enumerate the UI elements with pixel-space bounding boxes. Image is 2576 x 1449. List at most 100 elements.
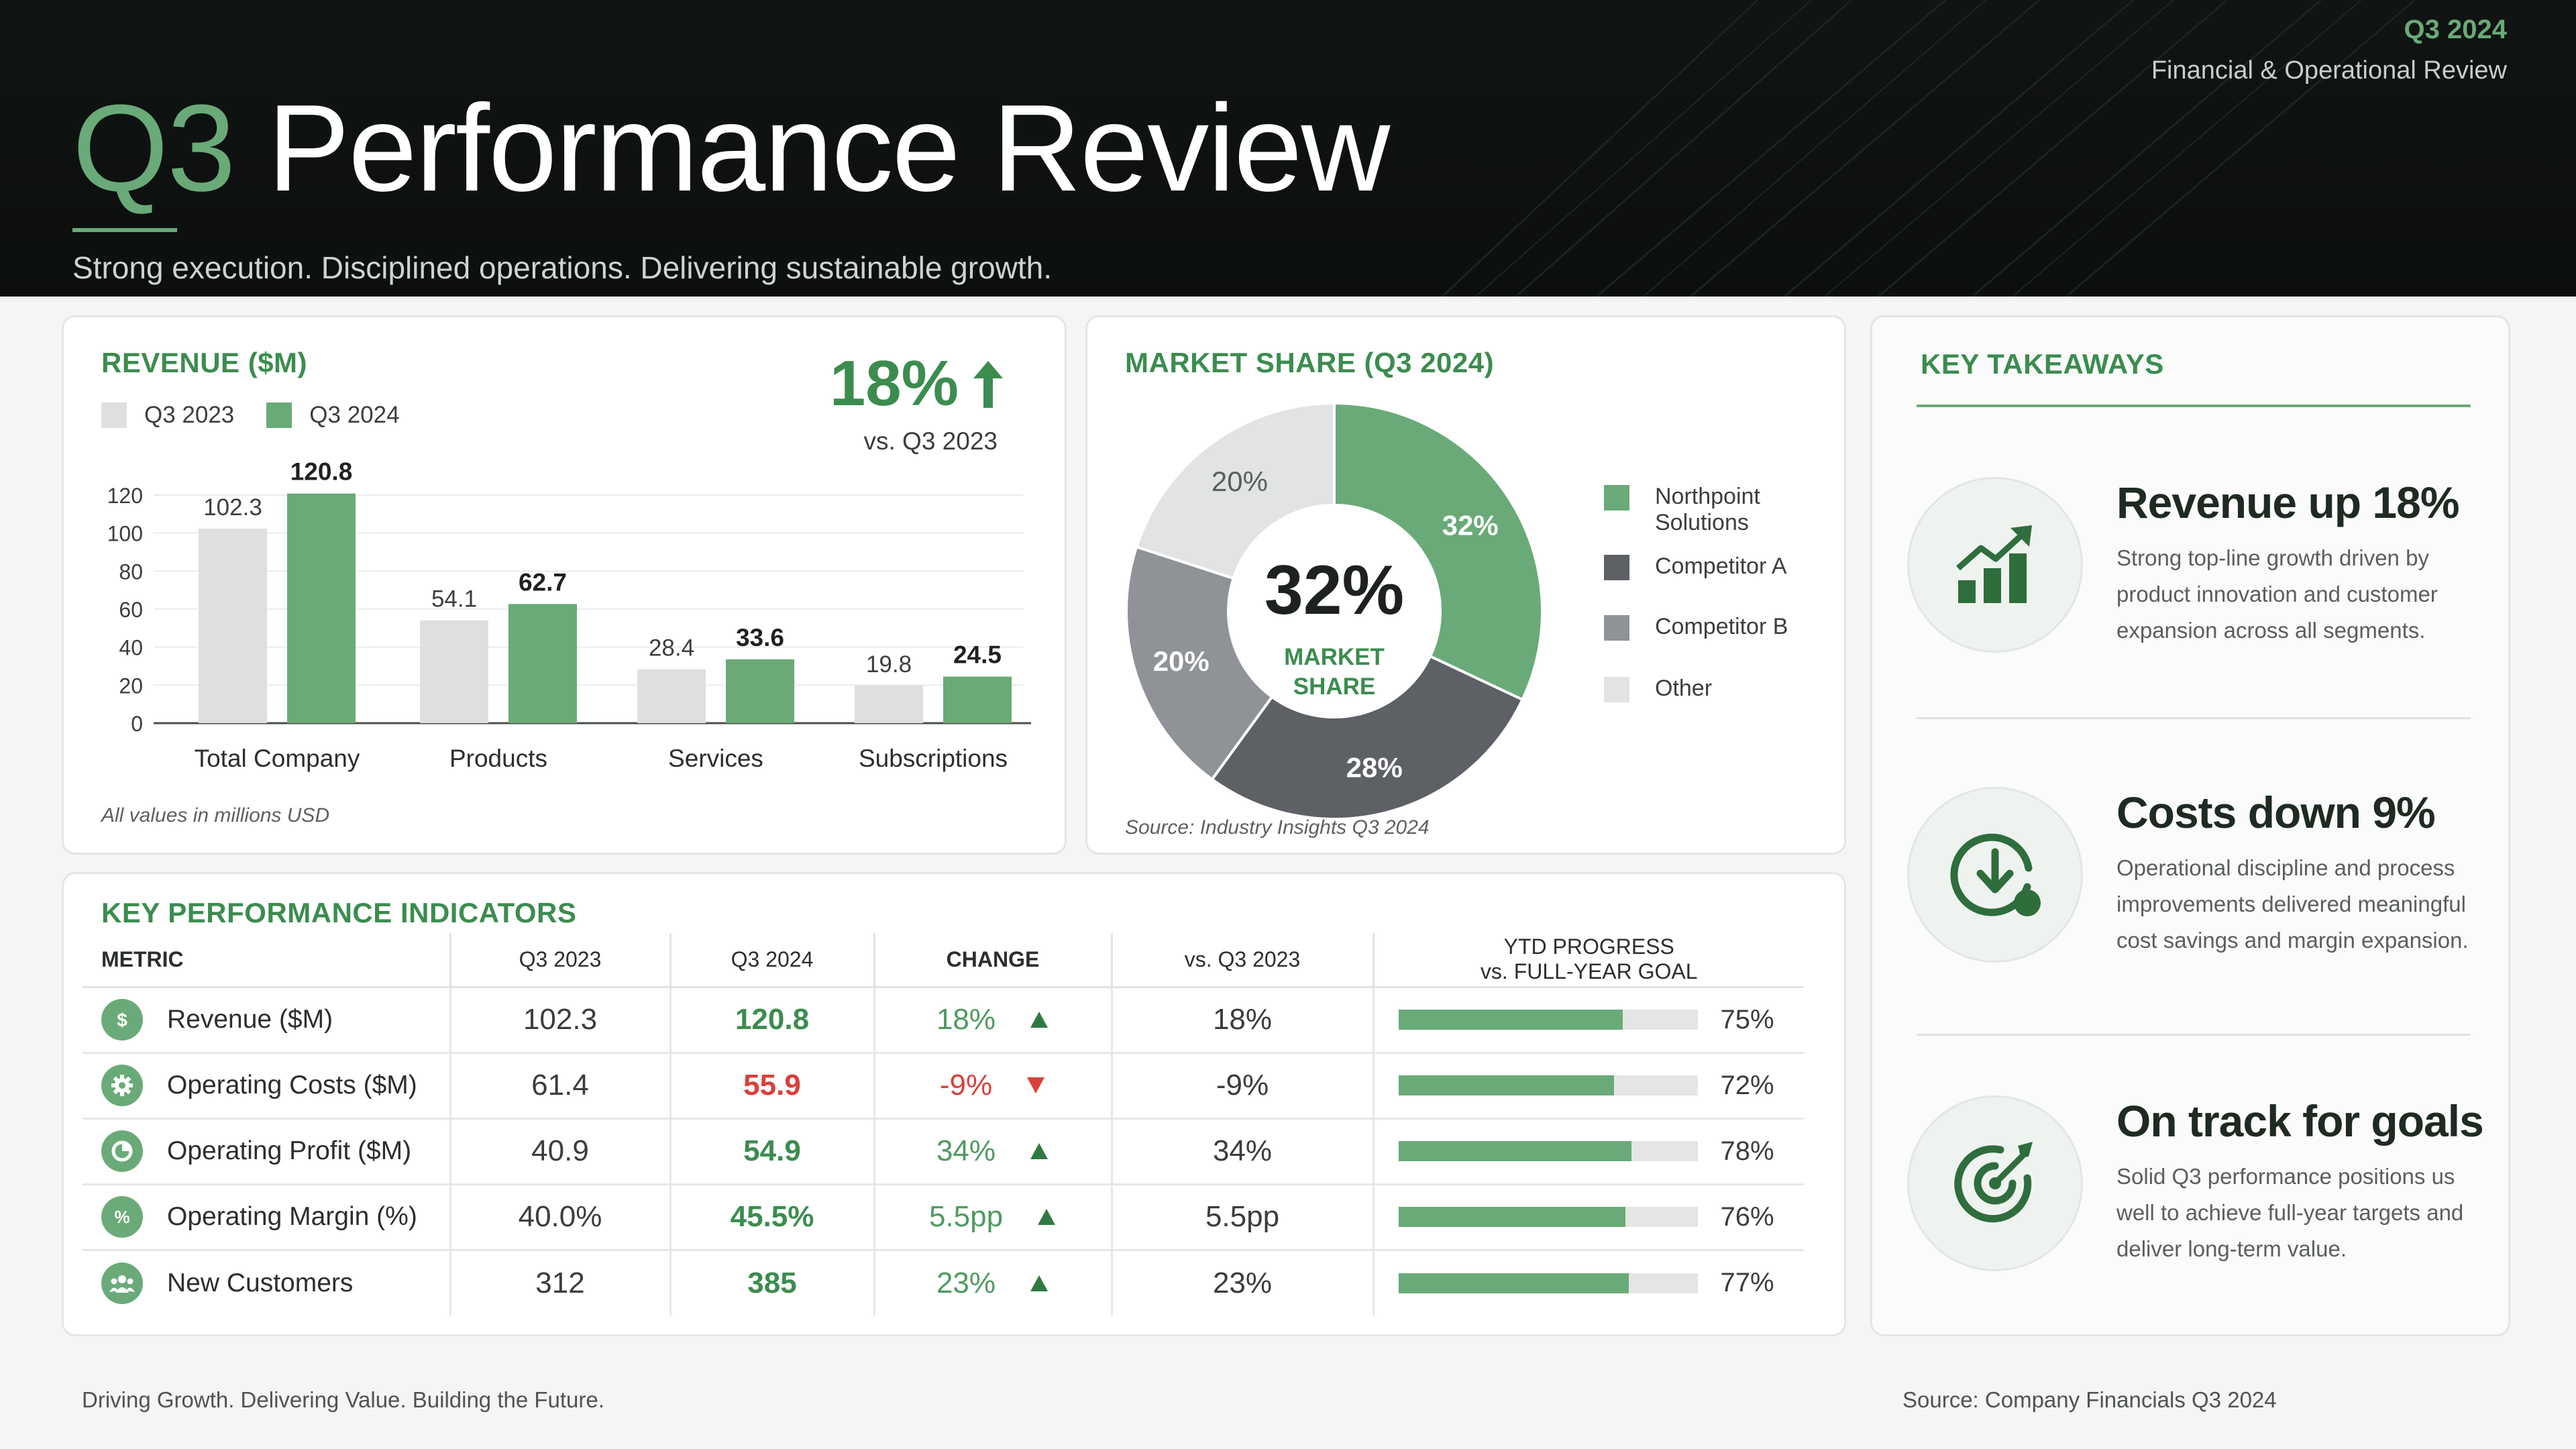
kpi-q3-2023-value: 40.0%: [449, 1184, 670, 1251]
legend-label: Q3 2023: [144, 402, 235, 428]
header-metric: METRIC: [83, 933, 450, 988]
revenue-growth-value: 18%: [829, 347, 959, 419]
kpi-ytd-cell: 77%: [1372, 1250, 1804, 1316]
donut-slice: [1125, 545, 1274, 782]
bar-value-label: 102.3: [203, 494, 262, 521]
footer-tagline: Driving Growth. Delivering Value. Buildi…: [82, 1387, 604, 1412]
ytd-progress-bar: [1398, 1010, 1698, 1030]
kpi-q3-2024-value: 120.8: [669, 987, 874, 1054]
kpi-metric-label: Operating Profit ($M): [167, 1136, 412, 1165]
ytd-progress-bar: [1398, 1141, 1698, 1161]
takeaway-heading: Revenue up 18%: [2116, 478, 2460, 527]
kpi-change-value: 18%: [936, 1003, 996, 1036]
x-category-label: Total Company: [195, 745, 360, 772]
ytd-progress-label: 78%: [1720, 1136, 1774, 1166]
triangle-up-icon: [1030, 1012, 1049, 1028]
page-subtitle: Strong execution. Disciplined operations…: [72, 250, 1053, 285]
kpi-row: Operating Costs ($M) 61.4 55.9 -9% -9% 72%: [83, 1053, 1804, 1120]
header-ytd-line2: vs. FULL-YEAR GOAL: [1480, 959, 1698, 984]
triangle-up-icon: [1030, 1143, 1049, 1159]
bar-value-label: 33.6: [736, 624, 784, 651]
ytd-progress-bar: [1398, 1207, 1698, 1227]
x-category-label: Products: [449, 745, 547, 772]
takeaway-divider: [1917, 1034, 2471, 1036]
bar-q3-2023: [637, 669, 706, 723]
target-icon: [1954, 1142, 2033, 1223]
market-share-source: Source: Industry Insights Q3 2024: [1125, 816, 1430, 839]
kpi-row: % Operating Margin (%) 40.0% 45.5% 5.5pp 5.5p…: [83, 1184, 1804, 1251]
donut-center-label: MARKET: [1284, 644, 1385, 670]
triangle-up-icon: [1030, 1275, 1049, 1291]
kpi-q3-2023-value: 102.3: [449, 987, 670, 1054]
revenue-title: REVENUE ($M): [101, 347, 308, 378]
kpi-metric-label: New Customers: [167, 1268, 354, 1297]
takeaway-icon-circle: [1907, 477, 2083, 653]
takeaway-icon-circle: [1907, 1095, 2083, 1271]
dollar-icon: $: [101, 999, 143, 1040]
kpi-change-value: 5.5pp: [928, 1200, 1004, 1233]
ytd-progress-label: 72%: [1720, 1070, 1774, 1100]
header-texture: [1441, 0, 2416, 297]
ytd-progress-fill: [1398, 1075, 1614, 1095]
page-title-accent: Q3: [72, 78, 235, 217]
growth-chart-icon: [1956, 525, 2032, 603]
legend-item-q3-2024: Q3 2024: [266, 402, 400, 429]
svg-text:$: $: [117, 1010, 127, 1030]
takeaway-body: Strong top-line growth driven by product…: [2116, 545, 2438, 643]
kpi-q3-2024-value: 55.9: [669, 1053, 874, 1120]
kpi-metric-label: Operating Costs ($M): [167, 1071, 417, 1099]
download-circle-icon: [1950, 833, 2041, 916]
slice-value-label: 20%: [1212, 466, 1268, 497]
bar-value-label: 62.7: [519, 568, 567, 596]
share-legend-item: Northpoint Solutions: [1604, 484, 1825, 536]
kpi-change-cell: 5.5pp: [873, 1184, 1112, 1251]
share-legend-label: Competitor A: [1655, 553, 1787, 579]
revenue-card: 0 20 40 60 80 100 120 102.3 120.8 Total Company 54…: [62, 315, 1067, 855]
revenue-legend: Q3 2023 Q3 2024: [101, 402, 400, 429]
ytd-progress-label: 75%: [1720, 1004, 1774, 1034]
title-underline: [72, 228, 177, 232]
y-tick-label: 120: [107, 484, 143, 508]
x-category-label: Subscriptions: [859, 745, 1008, 772]
kpi-title: KEY PERFORMANCE INDICATORS: [101, 897, 577, 928]
kpi-card: KEY PERFORMANCE INDICATORS METRIC Q3 202…: [62, 872, 1846, 1336]
y-tick-label: 20: [119, 674, 143, 698]
kpi-ytd-cell: 76%: [1372, 1184, 1804, 1251]
ytd-progress-bar: [1398, 1273, 1698, 1293]
takeaway-body: Operational discipline and process impro…: [2116, 855, 2469, 953]
kpi-vs-value: 34%: [1110, 1118, 1373, 1185]
kpi-q3-2024-value: 385: [669, 1250, 874, 1316]
takeaways-underline: [1917, 405, 2471, 407]
bar-value-label: 24.5: [953, 641, 1002, 669]
kpi-metric-label: Operating Margin (%): [167, 1202, 417, 1231]
kpi-metric-cell: Operating Profit ($M): [83, 1118, 450, 1185]
kpi-vs-value: 5.5pp: [1110, 1184, 1373, 1251]
revenue-note: All values in millions USD: [101, 804, 330, 826]
percent-icon: %: [101, 1196, 143, 1238]
kpi-metric-label: Revenue ($M): [167, 1005, 333, 1034]
legend-swatch: [1604, 615, 1629, 641]
kpi-change-cell: -9%: [873, 1053, 1112, 1120]
share-legend-item: Competitor A: [1604, 553, 1825, 580]
bar-q3-2023: [420, 620, 488, 723]
header-change: CHANGE: [873, 933, 1112, 988]
header-ytd: YTD PROGRESS vs. FULL-YEAR GOAL: [1372, 933, 1804, 988]
kpi-change-value: 23%: [936, 1266, 996, 1299]
kpi-row: New Customers 312 385 23% 23% 77%: [83, 1250, 1804, 1316]
kpi-vs-value: 23%: [1110, 1250, 1373, 1316]
slice-value-label: 20%: [1153, 645, 1210, 677]
kpi-metric-cell: Operating Costs ($M): [83, 1053, 450, 1120]
takeaway-heading: Costs down 9%: [2116, 788, 2436, 837]
triangle-down-icon: [1027, 1077, 1045, 1093]
bar-q3-2023: [855, 685, 923, 723]
legend-swatch: [1604, 677, 1629, 702]
triangle-up-icon: [1038, 1209, 1056, 1225]
ytd-progress-fill: [1398, 1273, 1629, 1293]
takeaway-divider: [1917, 717, 2471, 719]
market-share-title: MARKET SHARE (Q3 2024): [1125, 347, 1495, 378]
header-vs: vs. Q3 2023: [1110, 933, 1373, 988]
kpi-header-row: METRIC Q3 2023 Q3 2024 CHANGE vs. Q3 202…: [83, 933, 1804, 988]
page-title: Q3 Performance Review: [72, 86, 1390, 209]
y-tick-label: 60: [119, 598, 143, 622]
takeaway-heading: On track for goals: [2116, 1096, 2484, 1146]
